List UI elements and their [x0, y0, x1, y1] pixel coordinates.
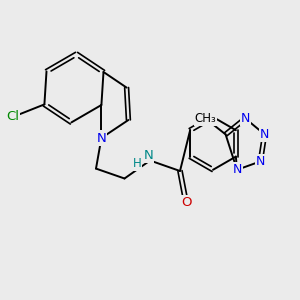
Text: Cl: Cl — [6, 110, 19, 124]
Text: H: H — [133, 157, 142, 170]
Text: N: N — [241, 112, 250, 125]
Text: N: N — [97, 131, 106, 145]
Text: N: N — [260, 128, 269, 141]
Text: N: N — [232, 163, 242, 176]
Text: CH₃: CH₃ — [195, 112, 216, 125]
Text: N: N — [256, 155, 265, 168]
Text: O: O — [181, 196, 191, 209]
Text: N: N — [144, 148, 153, 162]
